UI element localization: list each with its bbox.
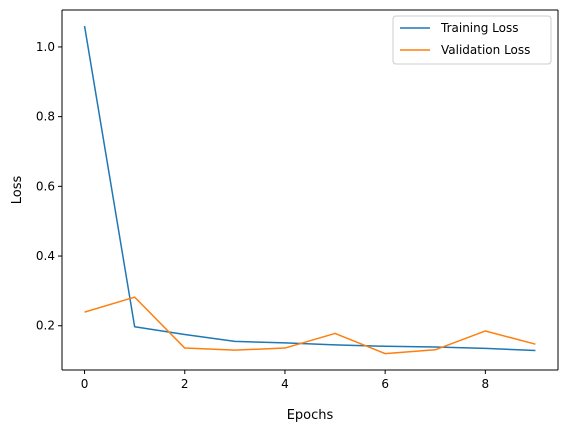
legend-label-training-loss: Training Loss [440,21,518,35]
axes-frame [61,9,559,371]
x-ticks: 0 2 4 6 8 [81,370,489,391]
y-ticks: 0.2 0.4 0.6 0.8 1.0 [36,40,62,333]
series-layer [83,25,536,355]
y-tick-label: 1.0 [36,40,55,54]
y-tick-label: 0.2 [36,319,55,333]
legend-label-validation-loss: Validation Loss [441,43,530,57]
x-tick-label: 0 [81,377,89,391]
series-line-validation-loss [84,296,536,355]
x-tick-label: 2 [181,377,189,391]
x-axis-label: Epochs [287,408,334,423]
x-tick-label: 4 [281,377,289,391]
legend: Training Loss Validation Loss [392,15,552,65]
x-tick-label: 6 [381,377,389,391]
y-tick-label: 0.6 [36,179,55,193]
x-tick-label: 8 [482,377,490,391]
series-line-training-loss [83,25,536,352]
y-axis-label: Loss [10,176,25,205]
y-tick-label: 0.8 [36,110,55,124]
y-tick-label: 0.4 [36,249,55,263]
plot-area [62,10,558,370]
legend-box [392,15,552,65]
